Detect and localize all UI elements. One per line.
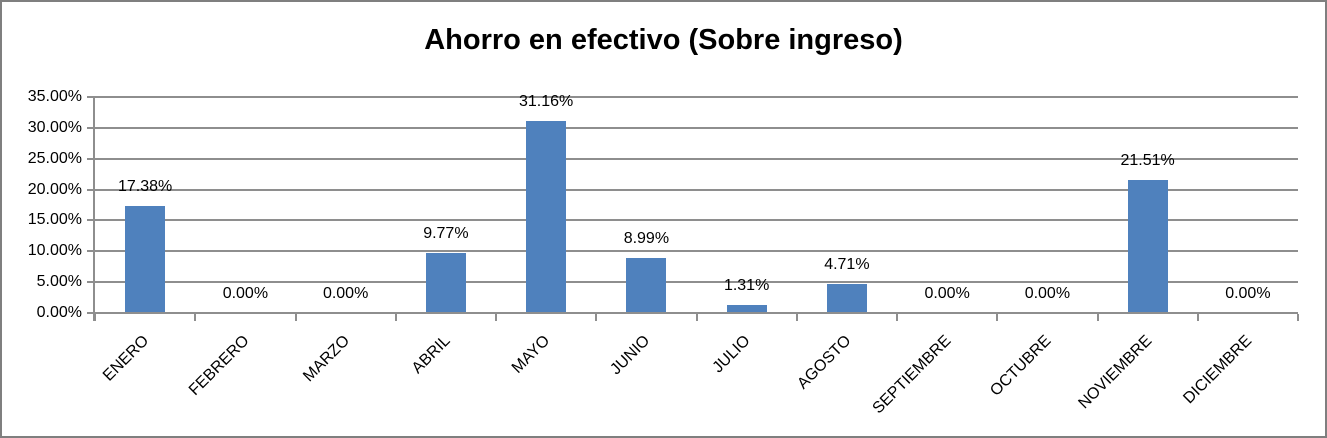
bar-julio [726,304,767,313]
bar-mayo [526,120,567,313]
y-gridline [95,96,1298,98]
bar-value-label: 0.00% [1225,285,1271,302]
x-category-label-octubre: OCTUBRE [987,332,1055,400]
x-axis-line [95,312,1298,314]
y-axis-tick-label: 20.00% [27,180,82,198]
y-axis-tick [87,281,95,284]
y-gridline [95,250,1298,253]
y-axis-tick [87,219,95,222]
y-axis-tick-label: 25.00% [27,149,82,167]
y-axis-tick-label: 15.00% [27,211,82,229]
bar-noviembre [1127,180,1168,313]
y-gridline [95,281,1298,284]
y-gridline [95,126,1298,129]
y-axis-tick-label: 10.00% [27,242,82,260]
x-axis-tick [394,314,397,321]
x-category-label-junio: JUNIO [607,332,654,379]
y-axis-tick-label: 5.00% [36,273,82,291]
x-axis-tick [996,314,999,321]
bar-value-label: 31.16% [518,92,574,110]
y-axis-tick-label: 30.00% [27,118,82,136]
bar-value-label: 0.00% [924,285,970,302]
y-gridline [95,157,1298,160]
y-gridline [95,219,1298,222]
x-category-label-enero: ENERO [100,332,153,385]
x-axis-tick [194,314,197,321]
x-category-label-septiembre: SEPTIEMBRE [869,332,955,418]
bar-value-label: 0.00% [222,285,269,302]
y-axis-tick [87,250,95,253]
x-category-label-mayo: MAYO [508,332,554,377]
bar-agosto [826,283,867,313]
bar-value-label: 0.00% [322,285,369,302]
x-category-label-febrero: FEBRERO [185,332,253,400]
y-axis-tick [87,312,95,314]
x-category-label-noviembre: NOVIEMBRE [1075,332,1155,413]
x-axis-tick [1196,314,1199,321]
x-axis-tick [94,314,96,321]
x-axis-tick [1096,314,1099,321]
bar-value-label: 17.38% [117,177,173,195]
x-axis-tick [495,314,497,321]
bar-junio [626,257,667,313]
bar-value-label: 1.31% [723,276,770,294]
y-axis-tick-label: 0.00% [36,304,82,321]
x-axis-tick [695,314,698,321]
y-axis-tick [87,188,95,191]
bar-abril [425,252,466,313]
bar-value-label: 4.71% [824,255,870,273]
y-axis-tick-label: 35.00% [27,88,82,105]
bar-value-label: 0.00% [1024,285,1071,302]
y-axis-tick [87,157,95,160]
x-category-label-diciembre: DICIEMBRE [1180,332,1256,408]
bar-value-label: 21.51% [1120,152,1175,170]
x-axis-tick [1297,314,1299,321]
y-axis-line [93,97,95,321]
x-category-label-marzo: MARZO [300,332,353,386]
x-axis-tick [795,314,798,321]
x-category-label-julio: JULIO [709,332,754,377]
x-axis-tick [294,314,297,321]
x-category-label-agosto: AGOSTO [793,332,855,393]
x-axis-tick [896,314,898,321]
x-axis-tick [595,314,598,321]
x-category-label-abril: ABRIL [408,332,454,378]
y-gridline [95,188,1298,191]
bar-enero [125,205,166,313]
bar-value-label: 9.77% [423,224,469,242]
y-axis-tick [87,96,95,98]
y-axis-tick [87,126,95,129]
chart-title: Ahorro en efectivo (Sobre ingreso) [424,24,903,56]
bar-value-label: 8.99% [623,229,670,247]
